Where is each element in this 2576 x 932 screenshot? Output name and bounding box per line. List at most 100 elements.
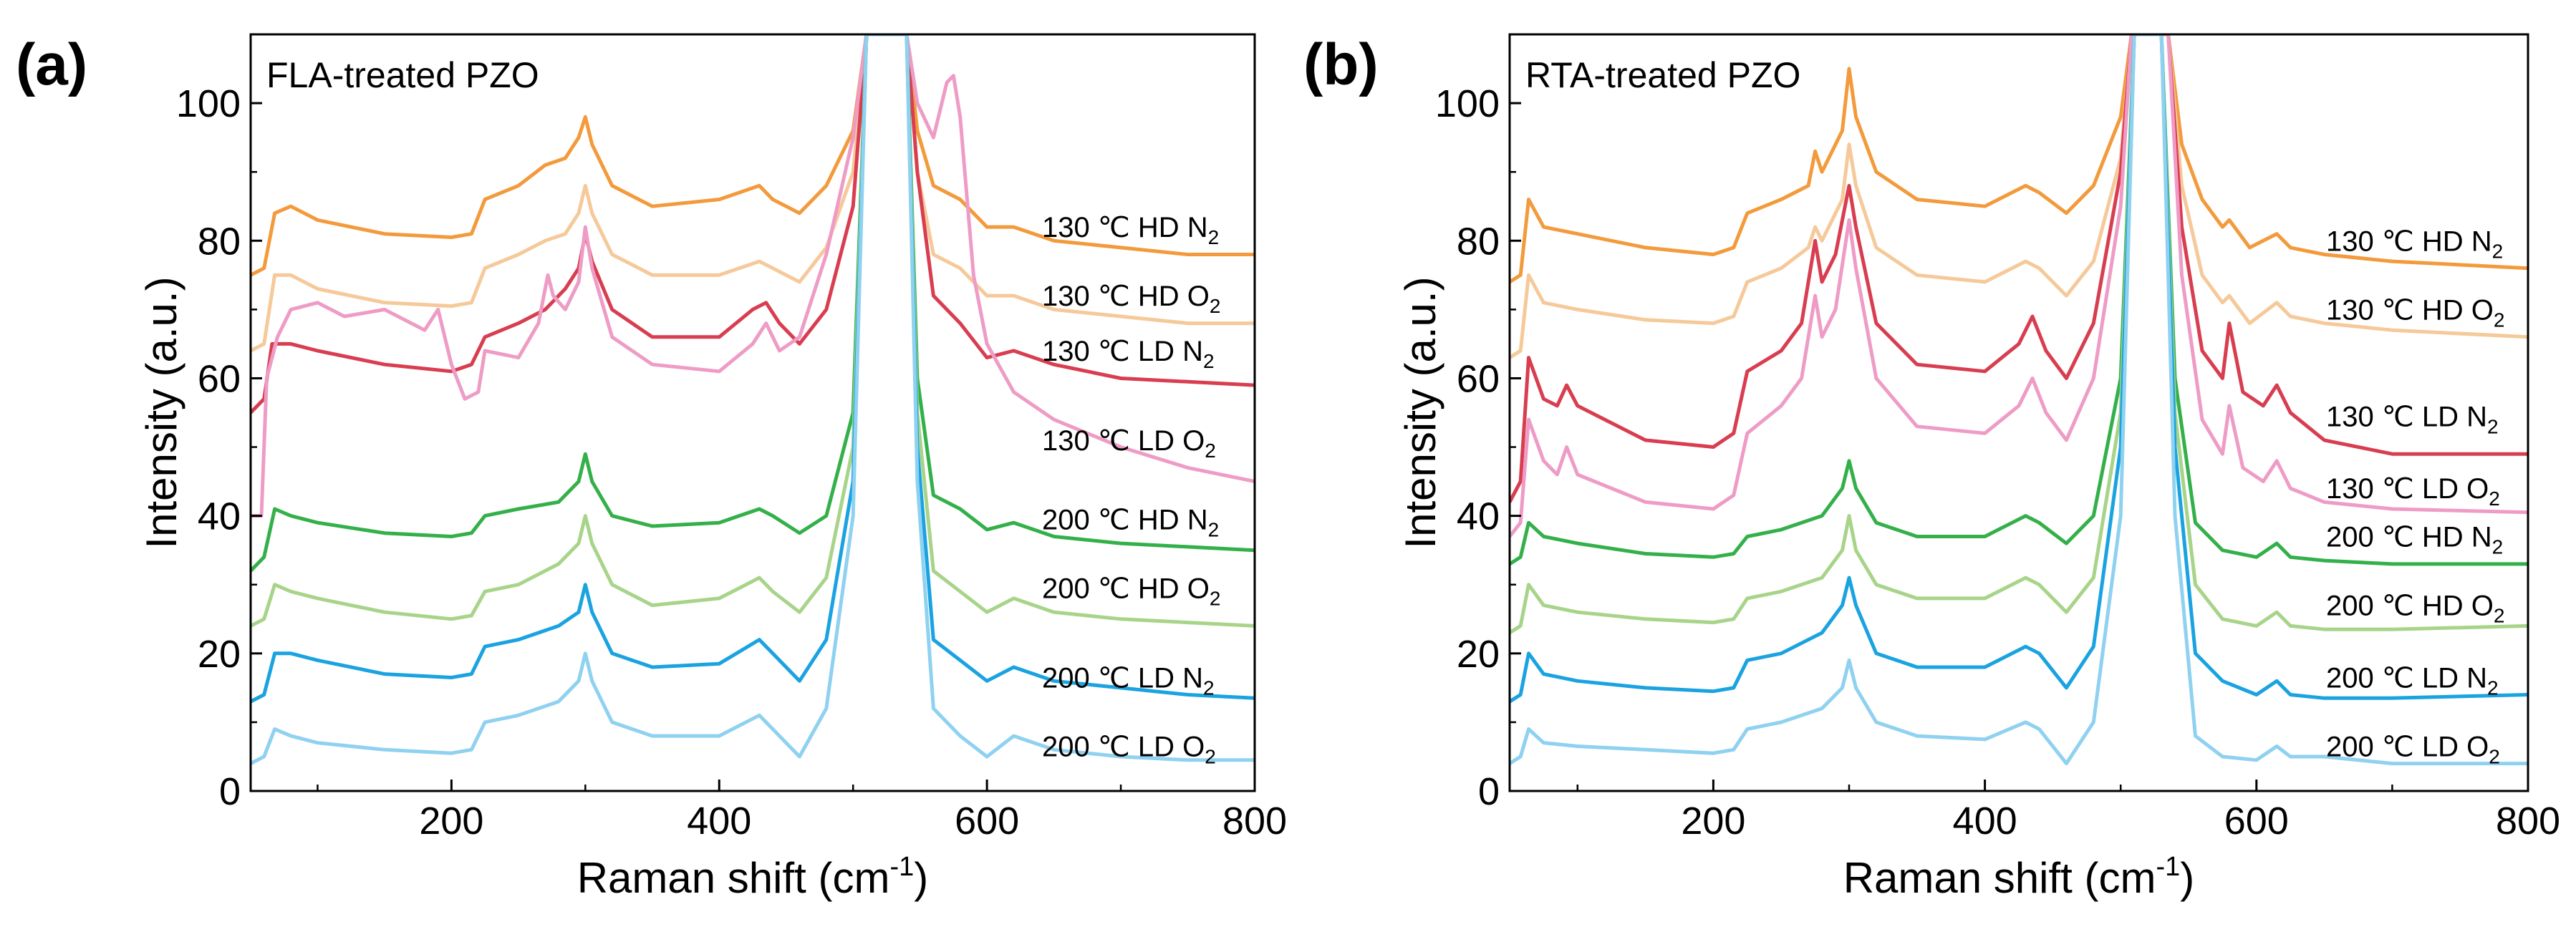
- series-label-sub: 2: [2492, 535, 2504, 558]
- series-label-main: 130 ℃ HD N: [2326, 225, 2492, 257]
- series-label-main: 130 ℃ HD O: [2326, 294, 2494, 326]
- x-axis-title-main: Raman shift (cm: [577, 854, 890, 902]
- series-line-2: [251, 34, 1255, 414]
- series-label-sub: 2: [1208, 518, 1220, 540]
- panel-title: RTA-treated PZO: [1525, 55, 1800, 95]
- y-tick-label: 40: [198, 495, 241, 538]
- x-tick-label: 400: [687, 800, 751, 843]
- series-label-sub: 2: [2487, 676, 2499, 699]
- x-axis-title: Raman shift (cm-1): [577, 852, 929, 902]
- x-axis-title: Raman shift (cm-1): [1843, 852, 2195, 902]
- series-label-sub: 2: [2489, 487, 2500, 510]
- series-label-1: 130 ℃ HD O2: [1042, 281, 1220, 317]
- y-tick-label: 20: [1457, 633, 1500, 676]
- series-line-0: [1510, 34, 2528, 284]
- series-label-sub: 2: [2492, 240, 2504, 262]
- series-group: [1510, 34, 2528, 766]
- x-tick-label: 800: [2496, 800, 2560, 843]
- series-label-sub: 2: [1208, 226, 1220, 248]
- x-tick-label: 200: [419, 800, 483, 843]
- series-line-1: [1510, 34, 2528, 359]
- x-tick-label: 400: [1953, 800, 2017, 843]
- series-label-main: 200 ℃ HD N: [2326, 521, 2492, 553]
- x-axis-title-end: ): [2180, 854, 2194, 902]
- series-label-7: 200 ℃ LD O2: [1042, 732, 1216, 768]
- panel-b: 200 400 600 800 0 20 40 60 80 100 Raman shift (cm-…: [1303, 32, 2560, 902]
- y-tick-label: 60: [1457, 357, 1500, 400]
- series-label-sub: 2: [1203, 350, 1215, 372]
- x-tick-label: 200: [1681, 800, 1745, 843]
- plot-frame: [249, 33, 1256, 792]
- series-label-0: 130 ℃ HD N2: [1042, 212, 1219, 248]
- series-line-4: [251, 34, 1255, 573]
- series-line-7: [1510, 34, 2528, 766]
- series-label-2: 130 ℃ LD N2: [2326, 401, 2499, 437]
- series-label-main: 130 ℃ LD O: [1042, 425, 1205, 457]
- series-label-sub: 2: [1205, 440, 1216, 462]
- series-line-3: [1510, 34, 2528, 538]
- series-line-7: [251, 34, 1255, 765]
- series-label-sub: 2: [2487, 415, 2499, 437]
- y-axis-title: Intensity (a.u.): [1396, 276, 1444, 548]
- series-label-sub: 2: [2489, 746, 2500, 768]
- y-tick-label: 40: [1457, 495, 1500, 538]
- series-label-4: 200 ℃ HD N2: [1042, 504, 1219, 540]
- series-label-2: 130 ℃ LD N2: [1042, 336, 1215, 372]
- y-tick-label: 60: [198, 357, 241, 400]
- series-label-sub: 2: [1205, 746, 1216, 768]
- y-tick-label: 80: [1457, 220, 1500, 263]
- series-label-7: 200 ℃ LD O2: [2326, 732, 2500, 768]
- series-label-sub: 2: [2494, 605, 2505, 627]
- series-label-main: 200 ℃ HD O: [1042, 573, 1210, 605]
- series-group: [251, 34, 1255, 765]
- series-label-sub: 2: [2494, 309, 2505, 331]
- panel-letter: (a): [16, 32, 87, 97]
- series-label-main: 130 ℃ LD N: [2326, 401, 2487, 432]
- series-label-main: 130 ℃ HD N: [1042, 212, 1208, 243]
- series-label-main: 200 ℃ HD O: [2326, 591, 2494, 622]
- series-label-0: 130 ℃ HD N2: [2326, 225, 2503, 262]
- series-label-6: 200 ℃ LD N2: [2326, 662, 2499, 699]
- series-label-3: 130 ℃ LD O2: [2326, 473, 2500, 510]
- series-label-main: 200 ℃ HD N: [1042, 504, 1208, 535]
- series-label-4: 200 ℃ HD N2: [2326, 521, 2503, 558]
- series-label-main: 200 ℃ LD O: [1042, 732, 1205, 763]
- y-tick-label: 80: [198, 220, 241, 263]
- y-axis-title: Intensity (a.u.): [138, 276, 185, 548]
- x-axis-title-sup: -1: [2156, 852, 2180, 882]
- series-line-5: [1510, 34, 2528, 635]
- panel-letter: (b): [1303, 32, 1379, 97]
- x-tick-label: 800: [1222, 800, 1287, 843]
- series-label-main: 130 ℃ LD N: [1042, 336, 1203, 367]
- series-label-sub: 2: [1210, 588, 1221, 610]
- series-label-sub: 2: [1210, 295, 1221, 317]
- y-tick-label: 0: [219, 770, 241, 813]
- x-tick-label: 600: [2224, 800, 2289, 843]
- y-tick-label: 0: [1478, 770, 1500, 813]
- y-tick-label: 20: [198, 633, 241, 676]
- series-label-main: 130 ℃ HD O: [1042, 281, 1210, 312]
- series-label-main: 200 ℃ LD N: [1042, 662, 1203, 694]
- series-line-5: [251, 34, 1255, 628]
- y-tick-label: 100: [176, 82, 241, 125]
- series-line-3: [251, 34, 1255, 518]
- series-label-sub: 2: [1203, 676, 1215, 699]
- series-line-2: [1510, 34, 2528, 503]
- x-axis-title-end: ): [914, 854, 928, 902]
- series-line-4: [1510, 34, 2528, 566]
- plot-frame: [1508, 33, 2529, 792]
- series-line-0: [251, 34, 1255, 277]
- series-label-3: 130 ℃ LD O2: [1042, 425, 1216, 462]
- series-label-main: 200 ℃ LD O: [2326, 732, 2489, 763]
- x-axis-title-main: Raman shift (cm: [1843, 854, 2156, 902]
- series-label-main: 200 ℃ LD N: [2326, 662, 2487, 694]
- y-tick-label: 100: [1435, 82, 1500, 125]
- series-label-main: 130 ℃ LD O: [2326, 473, 2489, 505]
- x-axis-title-sup: -1: [889, 852, 914, 882]
- series-label-5: 200 ℃ HD O2: [2326, 591, 2504, 627]
- series-label-5: 200 ℃ HD O2: [1042, 573, 1220, 610]
- series-label-1: 130 ℃ HD O2: [2326, 294, 2504, 331]
- panel-a: 200 400 600 800 0 20 40 60 80 100 Raman shift (cm-…: [16, 32, 1287, 902]
- panel-title: FLA-treated PZO: [266, 55, 539, 95]
